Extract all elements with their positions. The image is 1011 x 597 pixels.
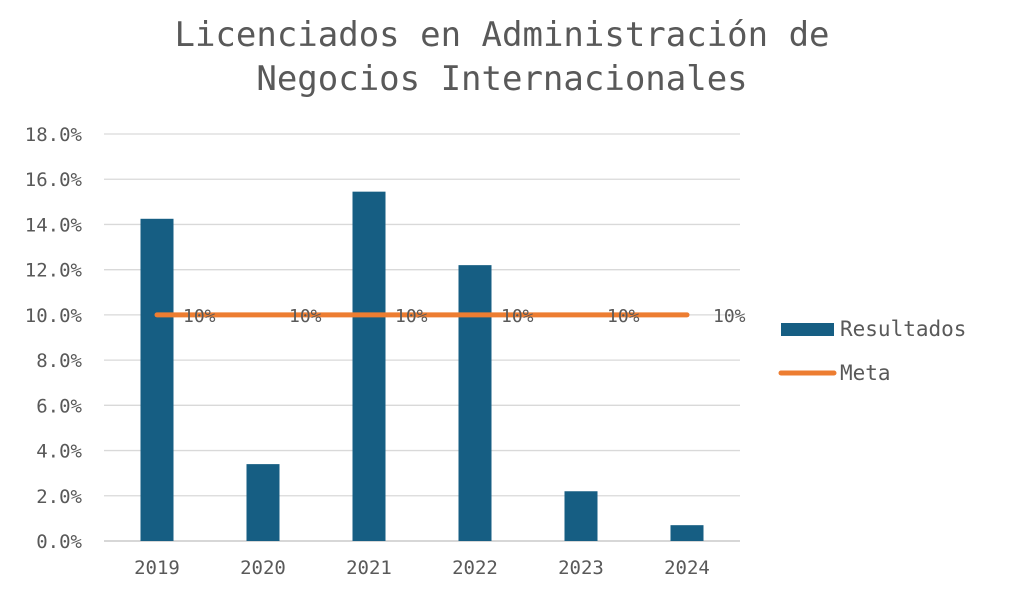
legend-label-meta: Meta	[840, 361, 891, 385]
y-tick-label: 2.0%	[36, 486, 82, 508]
y-tick-label: 0.0%	[36, 531, 82, 553]
y-tick-label: 8.0%	[36, 350, 82, 372]
bar-2021	[352, 191, 386, 542]
y-tick-label: 10.0%	[25, 305, 83, 327]
chart-title-line-1: Licenciados en Administración de	[174, 15, 829, 55]
y-axis-ticks: 0.0% 2.0% 4.0% 6.0% 8.0% 10.0% 12.0% 14.0% 16.0%…	[25, 124, 83, 553]
data-labels: 10% 10% 10% 10% 10% 10%	[183, 306, 746, 327]
bar-series	[140, 191, 704, 542]
x-tick-label: 2022	[452, 557, 498, 579]
x-tick-label: 2021	[346, 557, 392, 579]
meta-data-label: 10%	[289, 306, 322, 327]
bar-2024	[670, 525, 704, 541]
x-tick-label: 2024	[664, 557, 710, 579]
bar-2022	[458, 265, 492, 541]
y-tick-label: 18.0%	[25, 124, 83, 146]
x-tick-label: 2019	[134, 557, 180, 579]
y-tick-label: 16.0%	[25, 169, 83, 191]
bar-2019	[140, 218, 174, 541]
x-tick-label: 2020	[240, 557, 286, 579]
y-tick-label: 6.0%	[36, 395, 82, 417]
gridlines	[104, 133, 740, 542]
legend-label-resultados: Resultados	[840, 317, 966, 341]
legend: Resultados Meta	[778, 317, 966, 385]
y-tick-label: 4.0%	[36, 441, 82, 463]
meta-data-label: 10%	[501, 306, 534, 327]
meta-data-label: 10%	[183, 306, 216, 327]
meta-data-label: 10%	[607, 306, 640, 327]
meta-data-label: 10%	[713, 306, 746, 327]
y-tick-label: 12.0%	[25, 260, 83, 282]
meta-data-label: 10%	[395, 306, 428, 327]
chart-title-line-2: Negocios Internacionales	[256, 59, 747, 99]
legend-swatch-resultados	[781, 323, 834, 336]
y-tick-label: 14.0%	[25, 214, 83, 236]
bar-2023	[564, 491, 598, 541]
x-tick-label: 2023	[558, 557, 604, 579]
bar-2020	[246, 464, 280, 541]
x-axis-ticks: 2019 2020 2021 2022 2023 2024	[134, 557, 710, 579]
